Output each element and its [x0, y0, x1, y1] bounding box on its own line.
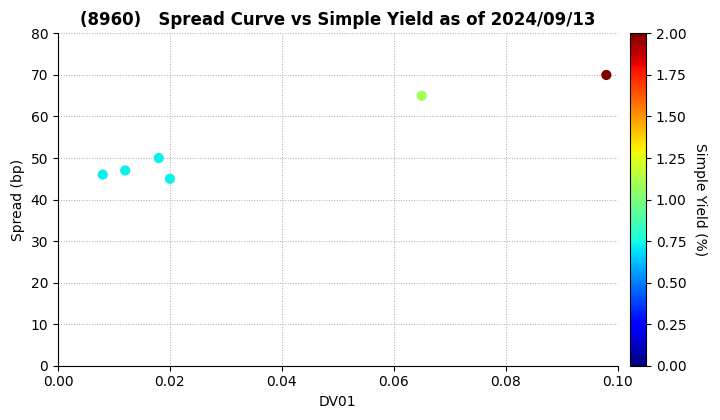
Title: (8960)   Spread Curve vs Simple Yield as of 2024/09/13: (8960) Spread Curve vs Simple Yield as o… [80, 11, 595, 29]
Point [120, 167, 131, 174]
Y-axis label: Simple Yield (%): Simple Yield (%) [693, 143, 708, 256]
Point [97, 171, 109, 178]
Point [416, 92, 428, 99]
X-axis label: DV01: DV01 [319, 395, 356, 409]
Point [153, 155, 164, 161]
Y-axis label: Spread (bp): Spread (bp) [11, 158, 25, 241]
Point [164, 176, 176, 182]
Point [600, 71, 612, 78]
